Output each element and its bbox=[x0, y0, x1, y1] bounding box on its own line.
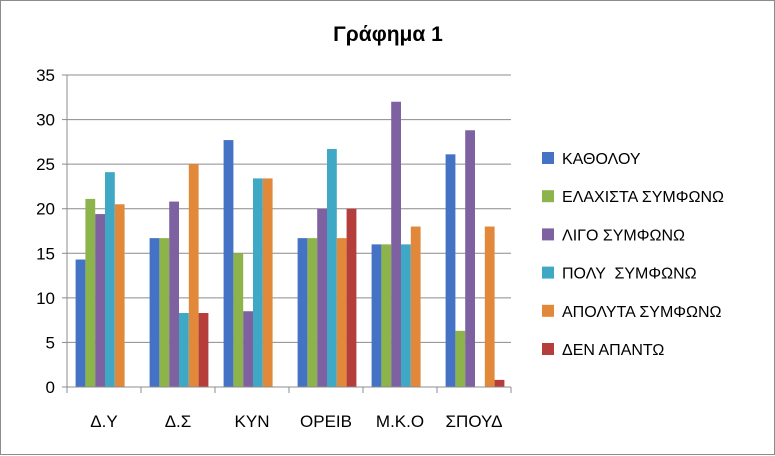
bar bbox=[75, 259, 86, 387]
bar bbox=[381, 244, 392, 387]
y-tick-label: 15 bbox=[36, 244, 55, 263]
legend-label: ΚΑΘΟΛΟΥ bbox=[562, 151, 641, 168]
bar bbox=[410, 226, 421, 387]
y-tick-label: 35 bbox=[36, 66, 55, 85]
bar bbox=[307, 238, 318, 387]
bar bbox=[85, 198, 96, 387]
bar bbox=[243, 311, 253, 387]
x-tick-label: ΣΠΟΥΔ bbox=[446, 412, 503, 431]
chart-title: Γράφημα 1 bbox=[333, 23, 443, 46]
y-tick-label: 10 bbox=[36, 289, 55, 308]
legend-swatch bbox=[542, 266, 554, 279]
bar bbox=[223, 140, 234, 387]
x-tick-label: Δ.Υ bbox=[90, 412, 117, 431]
x-axis: Δ.Υ Δ.Σ ΚΥΝ ΟΡΕΙΒ Μ.Κ.Ο ΣΠΟΥΔ bbox=[66, 386, 512, 431]
bar bbox=[465, 130, 475, 388]
legend-swatch bbox=[542, 304, 554, 317]
y-axis: 0 5 10 15 20 25 30 35 bbox=[36, 66, 68, 397]
bar bbox=[371, 244, 382, 387]
bar bbox=[253, 178, 263, 387]
y-tick-label: 0 bbox=[46, 378, 55, 397]
y-tick-label: 5 bbox=[46, 333, 55, 352]
bar bbox=[188, 164, 199, 387]
bar bbox=[484, 226, 495, 387]
x-tick-label: Μ.Κ.Ο bbox=[376, 412, 424, 431]
bar bbox=[401, 244, 411, 387]
x-tick-label: Δ.Σ bbox=[165, 412, 192, 431]
bar bbox=[346, 208, 357, 387]
bar bbox=[327, 148, 337, 387]
legend-swatch bbox=[542, 228, 554, 241]
legend-label: ΠΟΛΥ ΣΥΜΦΩΝΩ bbox=[562, 266, 697, 283]
bar bbox=[391, 101, 401, 387]
legend-label: ΕΛΑΧΙΣΤΑ ΣΥΜΦΩΝΩ bbox=[562, 189, 724, 206]
legend-label: ΑΠΟΛΥΤΑ ΣΥΜΦΩΝΩ bbox=[562, 304, 722, 321]
y-tick-label: 25 bbox=[36, 155, 55, 174]
bar bbox=[149, 238, 160, 387]
bar bbox=[297, 238, 308, 387]
gridlines bbox=[67, 74, 511, 343]
bar bbox=[179, 313, 189, 387]
bar bbox=[455, 330, 466, 387]
legend-swatch bbox=[542, 152, 554, 164]
x-tick-label: ΚΥΝ bbox=[235, 412, 270, 431]
bar bbox=[169, 201, 179, 387]
legend-swatch bbox=[542, 190, 554, 203]
bar bbox=[445, 154, 456, 387]
legend-swatch bbox=[542, 343, 554, 355]
bar bbox=[494, 379, 505, 387]
bar bbox=[159, 238, 170, 387]
y-tick-label: 30 bbox=[36, 111, 55, 130]
bar bbox=[317, 208, 327, 387]
legend: ΚΑΘΟΛΟΥ ΕΛΑΧΙΣΤΑ ΣΥΜΦΩΝΩ ΛΙΓΟ ΣΥΜΦΩΝΩ ΠΟΛΥ … bbox=[542, 151, 724, 359]
y-tick-label: 20 bbox=[36, 200, 55, 219]
bar bbox=[198, 313, 209, 387]
bar bbox=[114, 204, 125, 387]
bar bbox=[95, 214, 105, 387]
bar bbox=[233, 253, 244, 387]
legend-label: ΛΙΓΟ ΣΥΜΦΩΝΩ bbox=[562, 227, 685, 244]
bar bbox=[262, 178, 273, 387]
x-tick-label: ΟΡΕΙΒ bbox=[300, 412, 352, 431]
legend-label: ΔΕΝ ΑΠΑΝΤΩ bbox=[562, 342, 664, 359]
bars bbox=[75, 101, 505, 388]
bar bbox=[105, 172, 115, 387]
bar bbox=[336, 238, 347, 387]
